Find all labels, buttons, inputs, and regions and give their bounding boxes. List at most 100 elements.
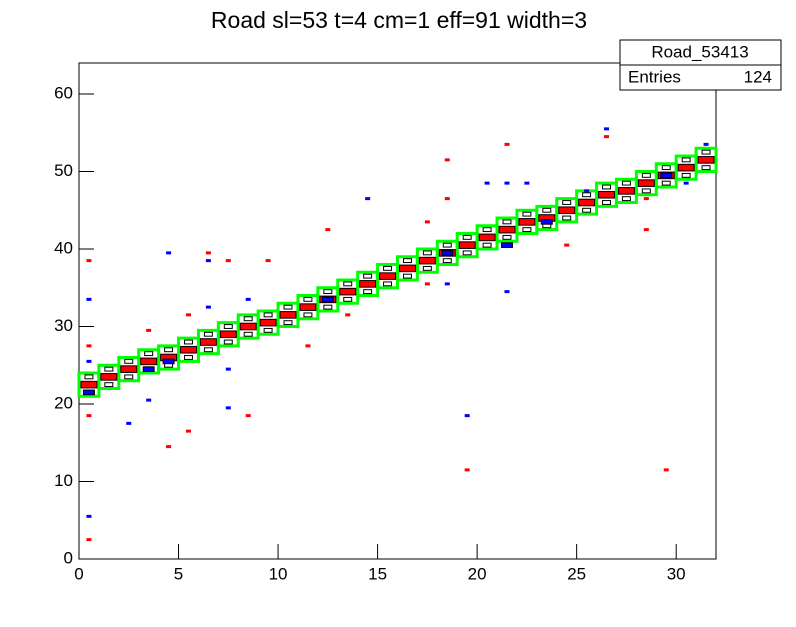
data-box [383,265,393,271]
data-box [299,303,317,311]
data-box [339,287,357,296]
data-box [524,181,530,185]
data-box [598,190,615,199]
data-box [402,258,412,264]
data-box [418,256,436,265]
data-box [641,172,651,178]
data-box [305,344,311,348]
data-box [205,251,211,255]
data-box [263,312,273,318]
data-box [184,339,193,345]
data-box [398,264,416,273]
data-box [643,228,649,232]
data-box [142,366,155,372]
data-box [283,304,293,310]
y-tick-label: 10 [54,471,73,490]
data-box [323,304,333,310]
data-box [199,338,217,346]
data-box [184,355,193,360]
data-box [464,414,470,418]
frame [78,62,717,560]
data-box [540,219,553,225]
data-box [464,468,470,472]
data-box [80,380,98,389]
data-box [617,187,635,195]
y-tick-label: 50 [54,161,73,180]
data-box [185,429,191,433]
data-box [124,358,134,364]
data-box [681,172,691,178]
data-box [504,181,510,185]
y-tick-label: 30 [54,316,73,335]
data-box [325,228,331,232]
data-box [602,184,611,190]
data-box [203,347,213,353]
data-box [86,414,92,418]
data-box [343,296,353,302]
data-box [359,280,377,288]
data-box [363,273,373,279]
data-box [265,259,271,263]
data-box [225,367,231,371]
x-tick-label: 20 [468,564,487,583]
data-box [86,259,92,263]
data-box [205,305,211,309]
data-box [424,282,430,286]
y-tick-label: 20 [54,393,73,412]
x-tick-label: 30 [667,564,686,583]
data-box [164,347,174,353]
data-box [343,281,353,287]
data-box [442,242,452,248]
x-tick-label: 0 [74,564,83,583]
data-box [146,398,152,402]
y-tick-label: 0 [64,548,73,567]
y-tick-label: 40 [54,238,73,257]
data-box [104,366,114,372]
x-tick-label: 25 [567,564,586,583]
chart-title: Road sl=53 t=4 cm=1 eff=91 width=3 [211,7,587,33]
data-box [502,234,512,240]
data-box [564,243,570,247]
data-box [259,318,277,327]
data-box [584,189,590,193]
data-box [219,330,237,339]
data-box [162,358,175,365]
data-box [321,296,334,303]
data-box [562,200,572,205]
data-box [323,289,333,295]
stats-entries-label: Entries [628,67,681,86]
data-box [86,344,92,348]
x-tick-label: 5 [174,564,183,583]
data-box [582,207,592,213]
data-box [180,345,197,354]
data-box [681,157,691,163]
data-box [504,290,510,294]
data-box [701,165,711,171]
data-box [504,142,510,146]
data-box [441,250,454,256]
data-box [660,172,673,179]
data-box [86,297,92,301]
data-box [424,220,430,224]
data-box [677,163,695,172]
data-box [363,289,373,295]
data-box [303,312,313,318]
data-box [239,322,257,331]
data-box [602,200,611,205]
data-box [641,188,651,194]
data-box [243,331,253,337]
data-box [422,250,432,256]
data-box [124,374,134,380]
data-box [303,296,313,302]
data-box [223,339,233,345]
data-box [104,382,114,388]
data-box [637,179,655,187]
data-box [661,180,671,186]
data-box [225,406,231,410]
data-box [621,180,631,186]
data-box [558,206,576,215]
stats-name: Road_53413 [651,42,748,61]
data-box [522,227,532,233]
x-tick-label: 10 [269,564,288,583]
